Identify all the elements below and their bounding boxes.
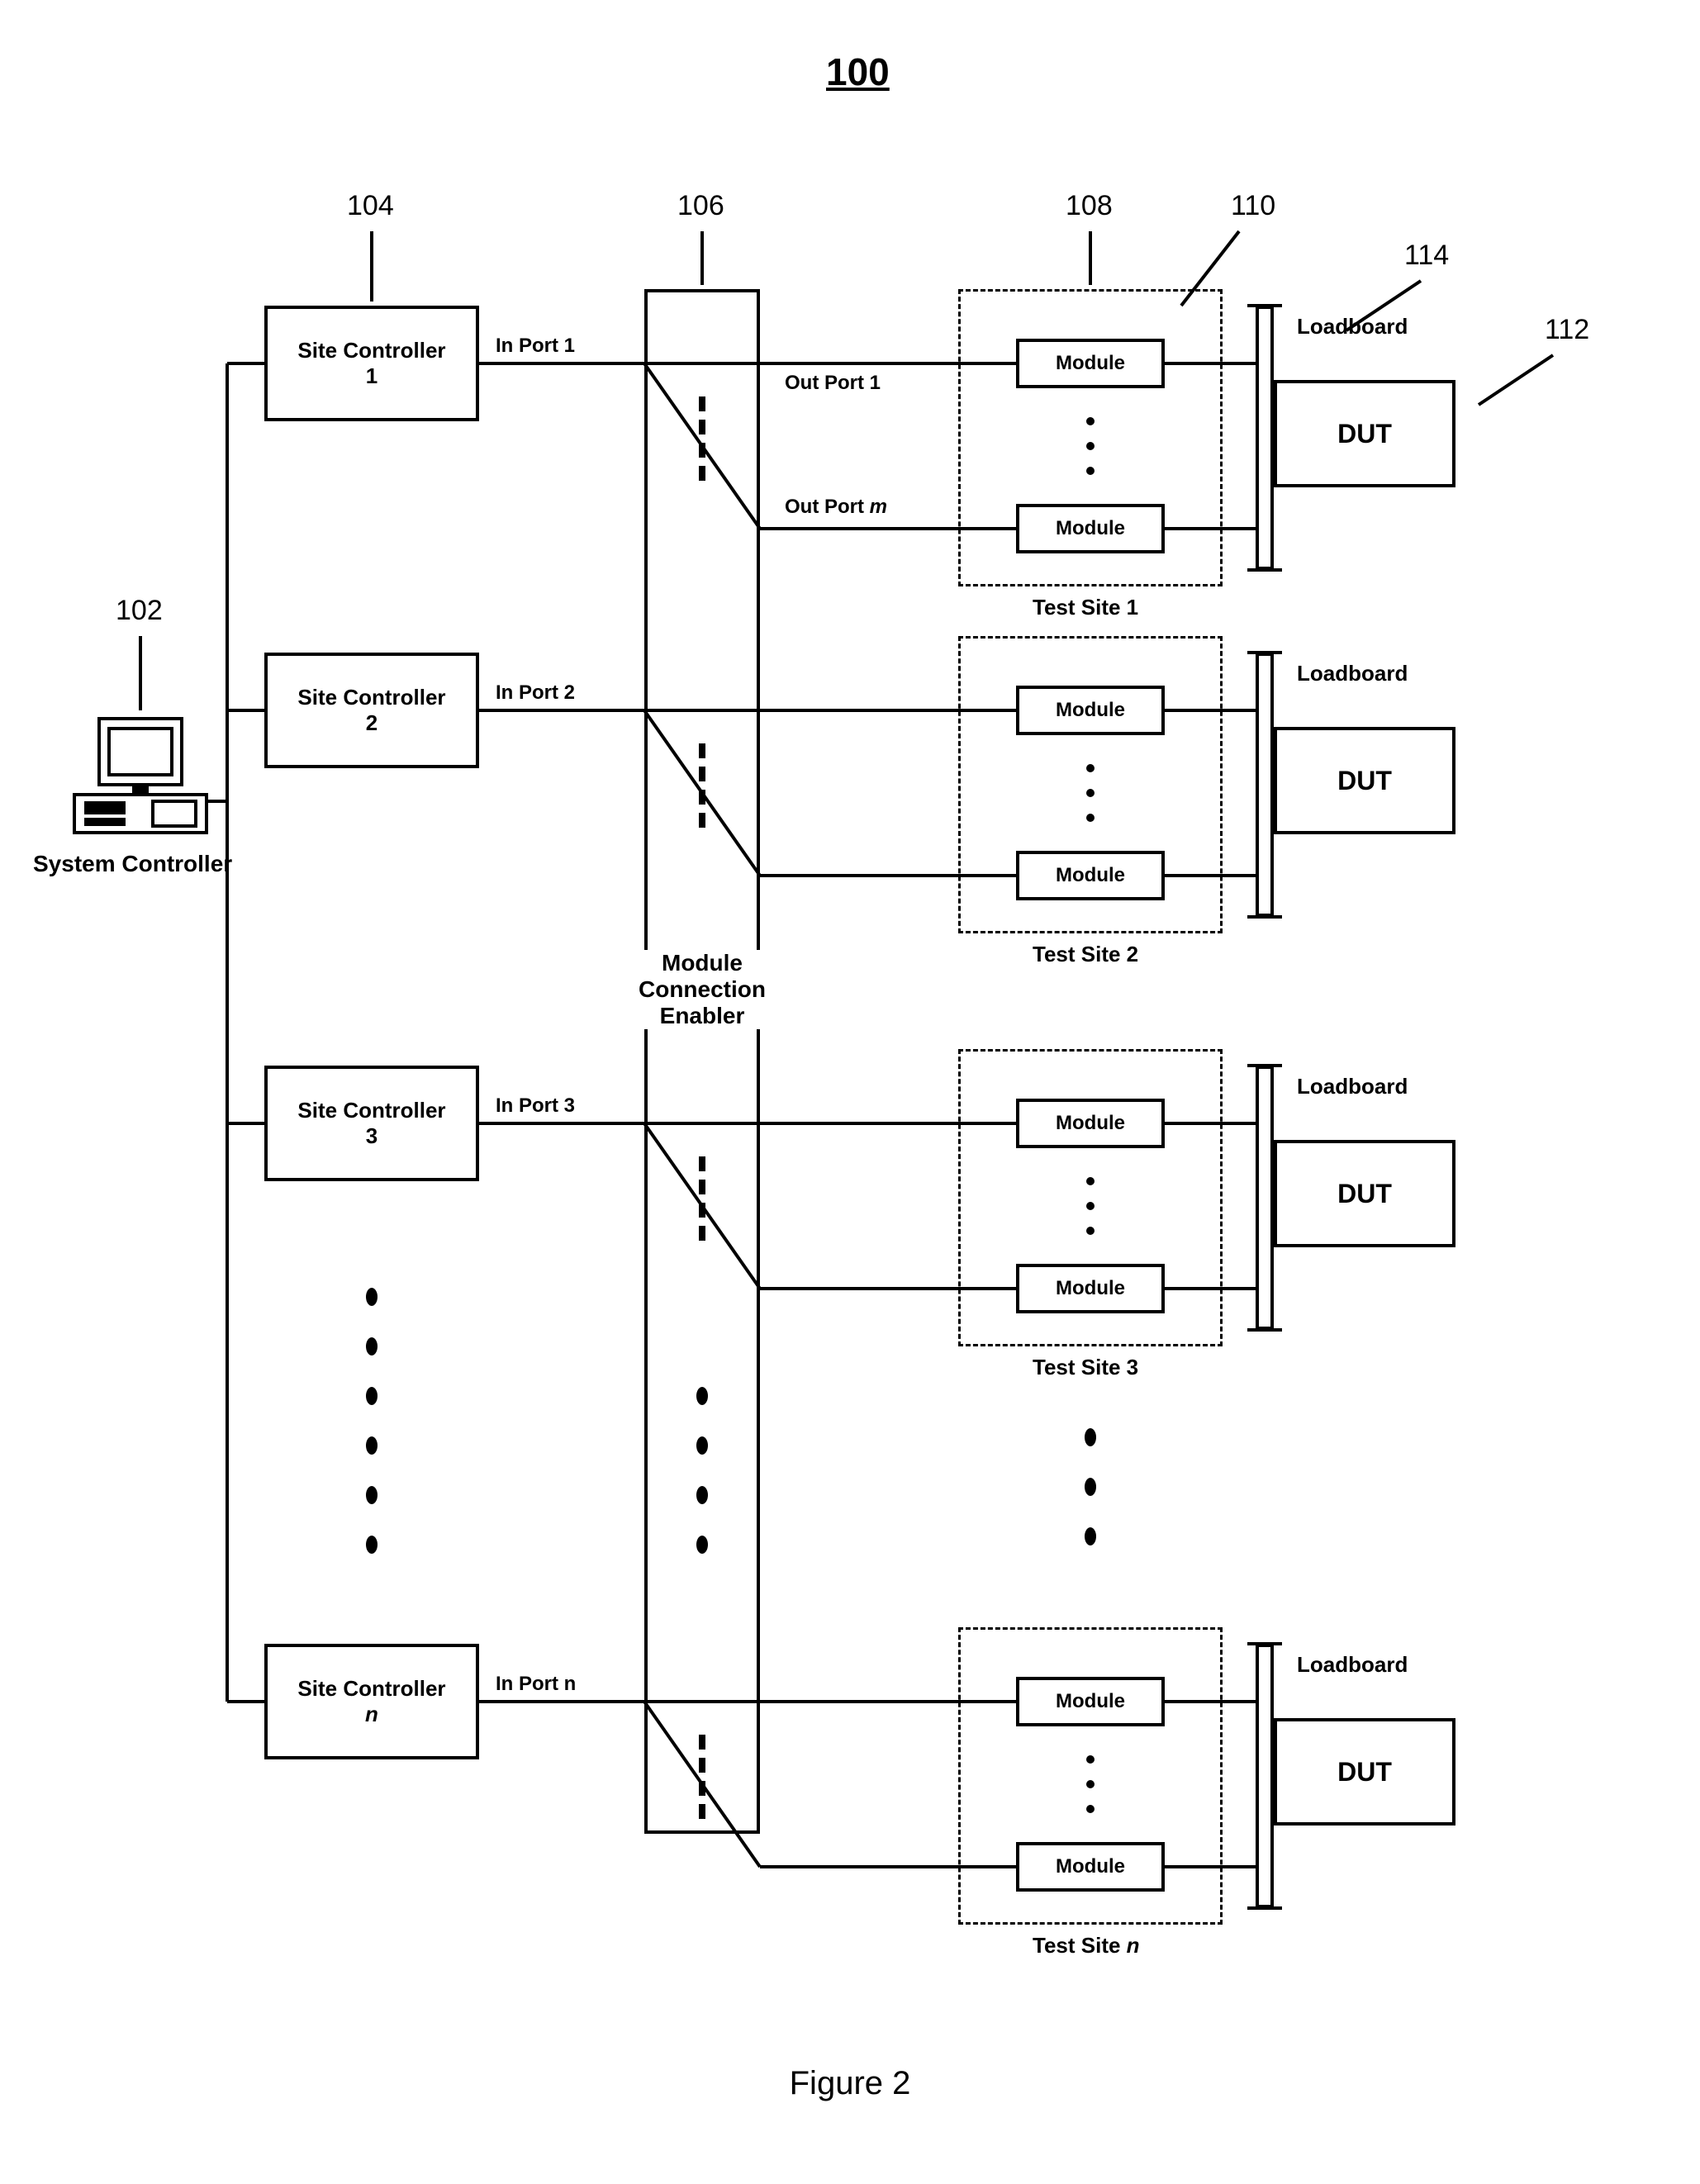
sc-label: Site Controller xyxy=(297,1676,445,1702)
sc-number: 2 xyxy=(366,710,378,736)
module-label: Module xyxy=(1056,1855,1125,1878)
module-box: Module xyxy=(1016,1842,1165,1892)
module-box: Module xyxy=(1016,339,1165,388)
mce-label-line3: Enabler xyxy=(611,1003,793,1029)
system-controller-label: System Controller xyxy=(33,851,232,877)
module-label: Module xyxy=(1056,517,1125,540)
figure-number: 100 xyxy=(826,50,890,94)
module-label: Module xyxy=(1056,352,1125,375)
out-port-1-label: Out Port 1 xyxy=(785,372,881,395)
module-box: Module xyxy=(1016,504,1165,553)
connections-svg xyxy=(0,0,1700,2184)
ref-108: 108 xyxy=(1066,190,1113,222)
ref-110: 110 xyxy=(1231,190,1275,222)
mce-label-line1: Module xyxy=(611,950,793,976)
dut-box: DUT xyxy=(1274,1718,1455,1826)
mce-label-line2: Connection xyxy=(611,976,793,1003)
module-box: Module xyxy=(1016,1264,1165,1313)
loadboard-bar xyxy=(1256,306,1274,570)
sc-label: Site Controller xyxy=(297,685,445,710)
module-label: Module xyxy=(1056,1690,1125,1713)
ref-114: 114 xyxy=(1404,240,1449,272)
module-connection-enabler xyxy=(644,289,760,1834)
site-controller-n: Site Controller n xyxy=(264,1644,479,1759)
module-label: Module xyxy=(1056,864,1125,887)
sc-number: 3 xyxy=(366,1123,378,1149)
module-label: Module xyxy=(1056,1277,1125,1300)
mce-label: Module Connection Enabler xyxy=(611,950,793,1029)
dut-box: DUT xyxy=(1274,727,1455,834)
site-controller-2: Site Controller 2 xyxy=(264,653,479,768)
test-site-2-label: Test Site 2 xyxy=(1033,942,1138,967)
loadboard-label: Loadboard xyxy=(1297,661,1408,686)
in-port-2-label: In Port 2 xyxy=(496,681,575,705)
test-site-n-label: Test Site n xyxy=(1033,1933,1140,1958)
loadboard-label: Loadboard xyxy=(1297,314,1408,339)
loadboard-bar xyxy=(1256,1644,1274,1908)
loadboard-bar xyxy=(1256,1066,1274,1330)
module-box: Module xyxy=(1016,1099,1165,1148)
ref-112: 112 xyxy=(1545,314,1589,346)
module-box: Module xyxy=(1016,686,1165,735)
in-port-3-label: In Port 3 xyxy=(496,1094,575,1118)
dut-label: DUT xyxy=(1337,419,1392,449)
in-port-n-label: In Port n xyxy=(496,1673,576,1696)
ref-102: 102 xyxy=(116,595,163,627)
dut-box: DUT xyxy=(1274,380,1455,487)
site-controller-1: Site Controller 1 xyxy=(264,306,479,421)
loadboard-label: Loadboard xyxy=(1297,1652,1408,1678)
module-box: Module xyxy=(1016,1677,1165,1726)
module-label: Module xyxy=(1056,699,1125,722)
ref-104: 104 xyxy=(347,190,394,222)
dut-box: DUT xyxy=(1274,1140,1455,1247)
sc-label: Site Controller xyxy=(297,338,445,363)
sc-label: Site Controller xyxy=(297,1098,445,1123)
ref-106: 106 xyxy=(677,190,724,222)
module-label: Module xyxy=(1056,1112,1125,1135)
loadboard-bar xyxy=(1256,653,1274,917)
sc-number: n xyxy=(365,1702,378,1727)
module-box: Module xyxy=(1016,851,1165,900)
sc-number: 1 xyxy=(366,363,378,389)
diagram-canvas: 100 102 104 106 108 110 114 112 System C… xyxy=(0,0,1700,2184)
dut-label: DUT xyxy=(1337,766,1392,796)
test-site-3-label: Test Site 3 xyxy=(1033,1355,1138,1380)
figure-caption: Figure 2 xyxy=(0,2065,1700,2102)
test-site-1-label: Test Site 1 xyxy=(1033,595,1138,620)
site-controller-3: Site Controller 3 xyxy=(264,1066,479,1181)
in-port-1-label: In Port 1 xyxy=(496,335,575,358)
out-port-m-label: Out Port m xyxy=(785,496,887,519)
dut-label: DUT xyxy=(1337,1757,1392,1788)
dut-label: DUT xyxy=(1337,1179,1392,1209)
loadboard-label: Loadboard xyxy=(1297,1074,1408,1099)
